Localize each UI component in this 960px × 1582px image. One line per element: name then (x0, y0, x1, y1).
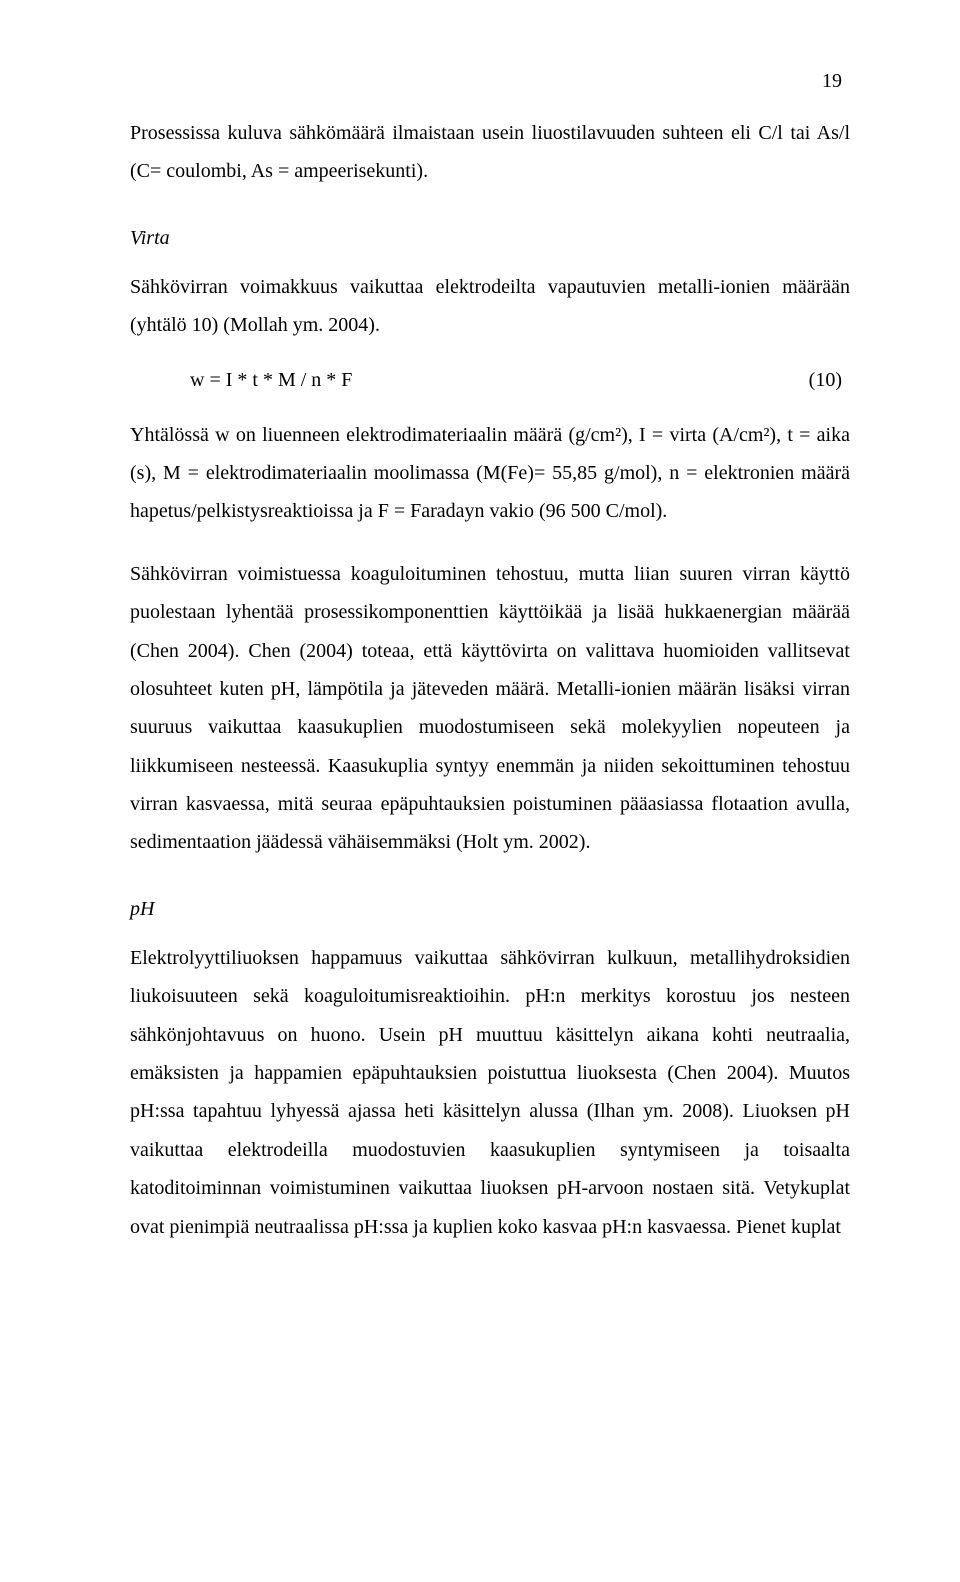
paragraph-virta-1: Sähkövirran voimakkuus vaikuttaa elektro… (130, 268, 850, 345)
page: 19 Prosessissa kuluva sähkömäärä ilmaist… (0, 0, 960, 1582)
paragraph-ph-1: Elektrolyyttiliuoksen happamuus vaikutta… (130, 939, 850, 1246)
paragraph-intro: Prosessissa kuluva sähkömäärä ilmaistaan… (130, 114, 850, 191)
equation-number: (10) (809, 369, 842, 392)
equation-expression: w = I * t * M / n * F (190, 369, 352, 392)
paragraph-virta-2: Sähkövirran voimistuessa koaguloituminen… (130, 555, 850, 862)
paragraph-equation-explanation: Yhtälössä w on liuenneen elektrodimateri… (130, 416, 850, 531)
page-number: 19 (822, 70, 842, 93)
section-heading-ph: pH (130, 898, 850, 921)
section-heading-virta: Virta (130, 227, 850, 250)
equation-10: w = I * t * M / n * F (10) (190, 369, 850, 392)
